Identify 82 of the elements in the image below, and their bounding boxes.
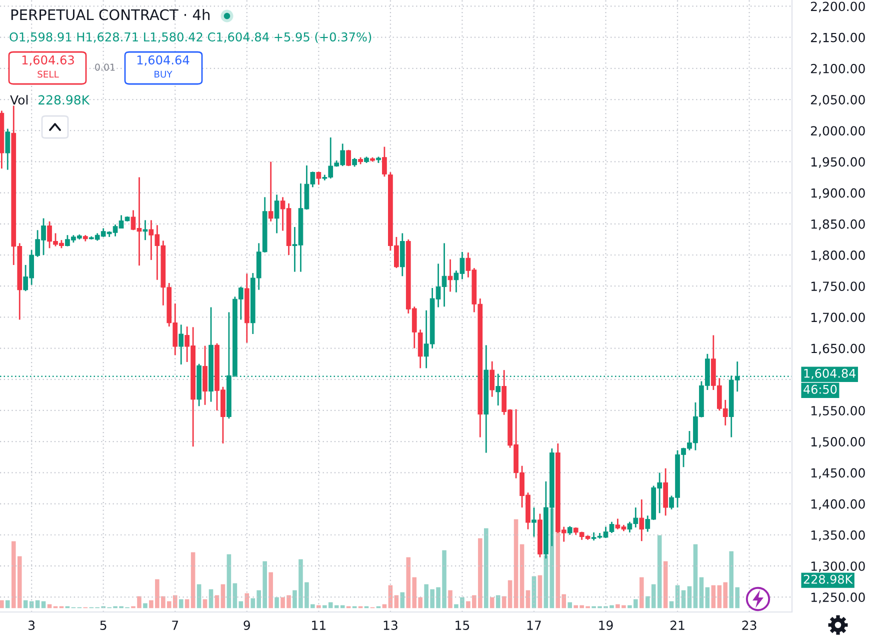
y-tick-label: 2,100.00 (810, 64, 865, 75)
candlestick (316, 170, 322, 186)
y-tick-label: 1,500.00 (811, 437, 865, 448)
bar (268, 572, 273, 608)
bar (687, 586, 692, 608)
bar (693, 544, 698, 608)
bar (514, 519, 518, 608)
y-tick-label: 2,050.00 (810, 94, 865, 106)
bar (711, 585, 716, 608)
bar (6, 600, 10, 608)
y-tick-label: 1,700.00 (811, 312, 865, 324)
y-tick-label: 2,200.00 (810, 2, 865, 12)
annotation: 1,604.64 (137, 55, 190, 66)
bar (0, 600, 4, 608)
text: 46:50 (804, 384, 837, 394)
x-tick-label: 9 (244, 620, 250, 630)
x-tick-label: 21 (670, 620, 684, 630)
x-tick-label: 5 (100, 620, 106, 630)
bar (448, 590, 452, 608)
bar (274, 597, 279, 608)
x-tick-label: 11 (312, 620, 326, 630)
candlestick (178, 324, 184, 366)
annotation: SELL (38, 70, 59, 78)
candlestick (5, 128, 10, 170)
y-tick-label: 1,900.00 (811, 188, 865, 200)
bar (663, 561, 668, 608)
candlestick (532, 506, 536, 538)
candlestick (382, 146, 387, 178)
y-tick-label: 1,250.00 (811, 592, 865, 604)
bar (400, 592, 405, 608)
y-tick-label: 2,000.00 (810, 126, 865, 137)
y-tick-label: 1,750.00 (811, 282, 865, 292)
candlestick (268, 161, 274, 222)
bar (226, 554, 232, 608)
text: O1,598.91 H1,628.71 L1,580.42 C1,604.84 +5.95 (+0.37%) (10, 32, 372, 43)
y-tick-label: 1,450.00 (811, 468, 865, 479)
x-tick-label: 7 (172, 620, 178, 630)
bar (705, 587, 710, 608)
y-tick-label: 1,950.00 (811, 157, 865, 168)
y-tick-label: 1,650.00 (811, 344, 865, 354)
annotation: 0.01 (95, 64, 115, 71)
chart-title: Vol (10, 94, 28, 105)
bar (143, 603, 148, 608)
candlestick (274, 194, 280, 234)
y-tick-label: 2,150.00 (810, 32, 865, 44)
x-tick-label: 3 (28, 620, 35, 630)
bar (699, 577, 704, 608)
candlestick (490, 360, 495, 398)
bar (244, 593, 250, 608)
x-tick-label: 19 (599, 620, 613, 630)
y-tick-label: 1,400.00 (811, 499, 865, 510)
bar (520, 544, 524, 608)
y-tick-label: 1,300.00 (811, 561, 865, 572)
x-tick-label: 23 (742, 620, 756, 630)
bar (208, 589, 214, 608)
text: 228.98K (804, 574, 853, 584)
x-tick-label: 13 (384, 620, 398, 630)
ref-line-label: 1,604.84 (804, 368, 856, 380)
candlestick (142, 219, 148, 241)
bar (568, 602, 572, 608)
chart-subtitle: 228.98K (38, 95, 90, 105)
bar (232, 583, 238, 608)
bar (639, 577, 644, 608)
y-tick-label: 1,800.00 (811, 250, 865, 262)
bar (538, 575, 542, 608)
x-tick-label: 15 (456, 620, 470, 630)
y-tick-label: 1,550.00 (811, 406, 865, 417)
bar (508, 580, 512, 608)
y-tick-label: 1,850.00 (811, 219, 865, 230)
bar (657, 535, 662, 608)
candlestick (418, 328, 423, 369)
y-tick-label: 1,350.00 (811, 530, 865, 542)
annotation: 1,604.63 (22, 55, 74, 66)
annotation: BUY (154, 70, 172, 78)
bar (196, 584, 202, 608)
bar (190, 552, 196, 608)
bar (484, 528, 488, 608)
bar (220, 584, 226, 608)
bar (178, 599, 184, 608)
candlestick (639, 498, 644, 542)
text: PERPETUAL CONTRACT · 4h (11, 8, 210, 20)
x-tick-label: 17 (527, 620, 541, 630)
